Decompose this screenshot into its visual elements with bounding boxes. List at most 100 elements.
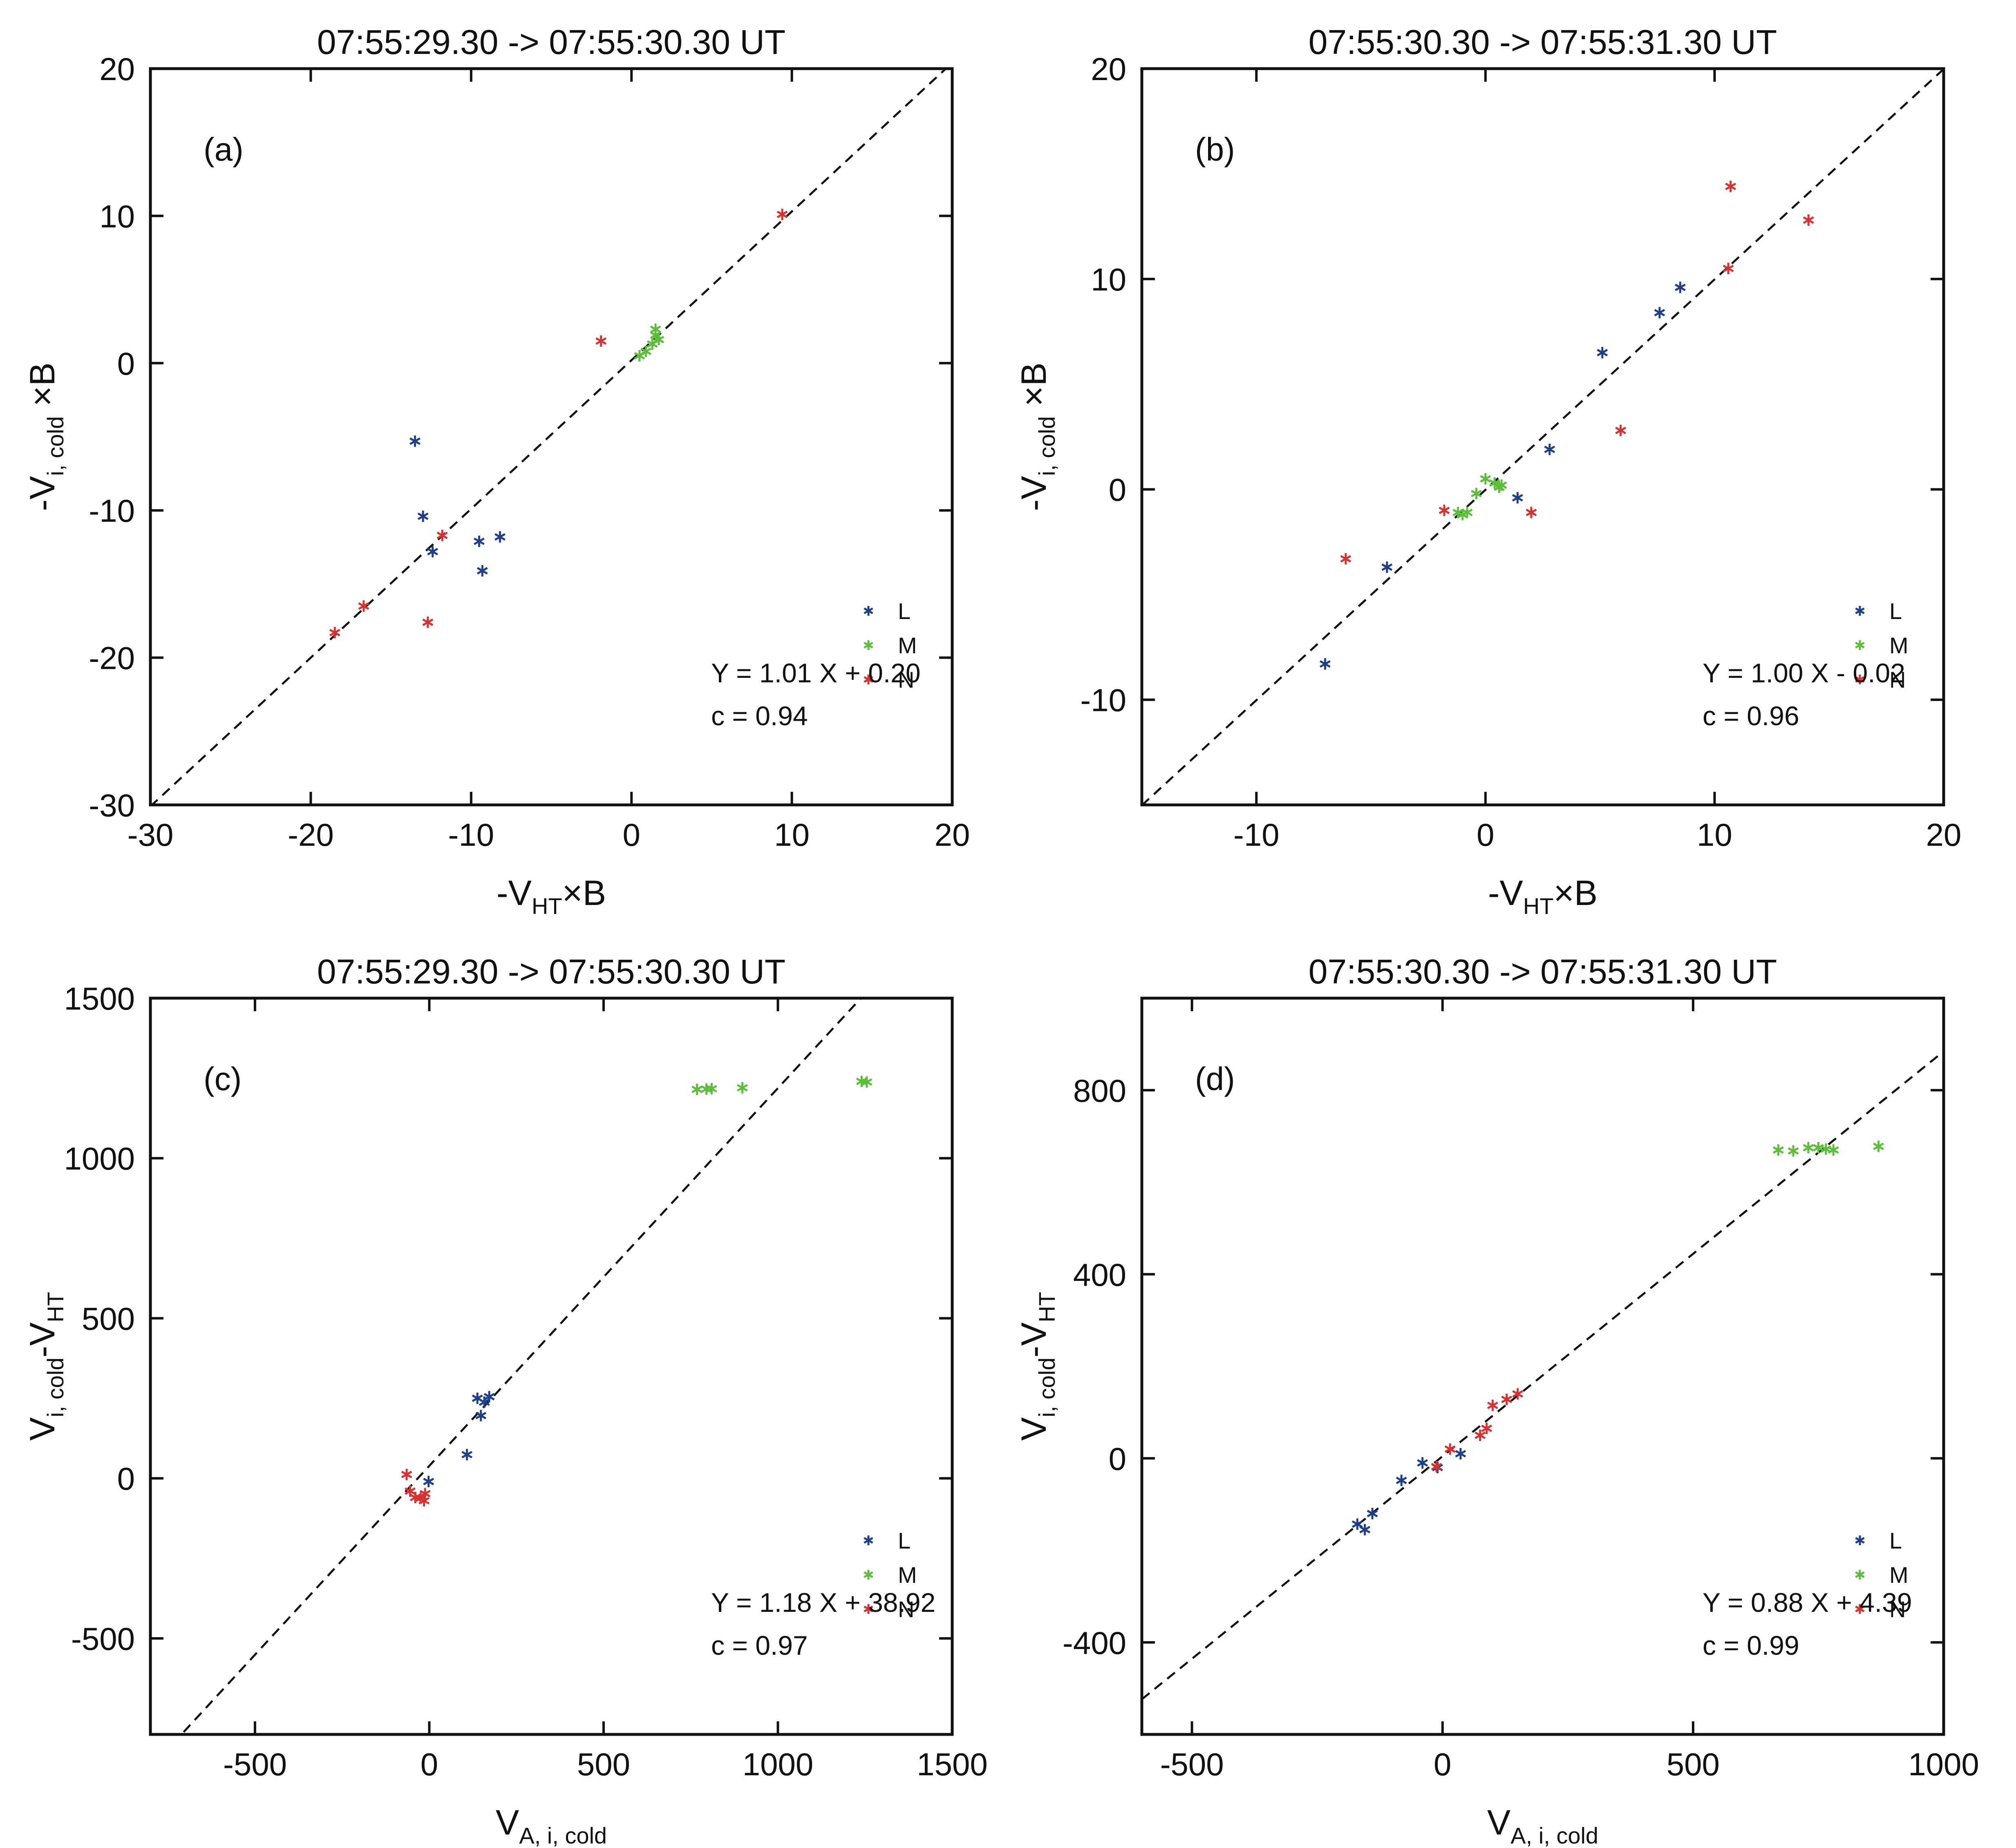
data-point-L [423, 1476, 434, 1488]
x-axis-label: VA, i, cold [496, 1803, 607, 1848]
panel-3: -500 0 500 1000 -400 0 400 800 07:55:30.30 -> 07… [1014, 952, 1979, 1848]
legend-marker-N [1855, 1604, 1865, 1614]
legend-marker-M [864, 640, 873, 650]
data-point-L [477, 565, 488, 577]
data-point-L [472, 1392, 483, 1404]
panel-label: (b) [1195, 131, 1235, 168]
y-tick-label: 400 [1073, 1257, 1126, 1293]
legend-label-M: M [898, 632, 917, 658]
x-axis-label: -VHT×B [1488, 874, 1598, 919]
x-tick-label: 10 [1697, 817, 1732, 853]
legend-label-M: M [1889, 1562, 1909, 1588]
x-tick-label: -10 [448, 817, 494, 853]
x-tick-label: -30 [128, 817, 174, 853]
data-point-N [358, 600, 369, 612]
fit-equation: Y = 1.18 X + 38.92 [711, 1587, 935, 1618]
x-tick-label: 0 [421, 1746, 438, 1782]
data-point-L [1320, 658, 1331, 670]
legend-label-N: N [1889, 667, 1906, 693]
legend-label-N: N [898, 667, 914, 693]
y-tick-label: -10 [89, 493, 135, 529]
legend-label-L: L [898, 598, 911, 624]
x-tick-label: -500 [223, 1746, 287, 1782]
x-tick-label: 0 [1477, 817, 1494, 853]
data-point-M [1873, 1140, 1884, 1152]
data-point-L [1417, 1457, 1428, 1469]
data-point-N [422, 617, 434, 628]
correlation-label: c = 0.96 [1703, 701, 1799, 731]
chart-title: 07:55:30.30 -> 07:55:31.30 UT [1309, 952, 1777, 991]
y-tick-label: -400 [1063, 1625, 1126, 1661]
legend-marker-N [864, 1604, 873, 1614]
data-point-L [475, 1410, 487, 1421]
panel-0: -30 -20 -10 0 10 20 -30 -20 -10 0 10 20 07:55:29.30 … [23, 23, 970, 919]
y-tick-label: -30 [89, 787, 135, 823]
x-axis-label: VA, i, cold [1487, 1803, 1598, 1848]
y-tick-label: 0 [117, 346, 135, 382]
y-tick-label: -10 [1080, 682, 1126, 718]
data-point-N [1487, 1399, 1498, 1411]
x-tick-label: 20 [1926, 817, 1962, 853]
data-point-M [653, 334, 665, 346]
data-point-M [861, 1076, 873, 1088]
data-point-N [1725, 181, 1736, 192]
data-point-M [1803, 1142, 1814, 1154]
data-point-L [1512, 492, 1523, 504]
legend-marker-M [1855, 640, 1865, 650]
panel-label: (d) [1195, 1061, 1235, 1097]
x-axis-label: -VHT×B [497, 874, 606, 919]
y-tick-label: 0 [1109, 1441, 1126, 1477]
data-point-N [776, 208, 788, 220]
data-point-M [1489, 477, 1500, 489]
data-point-M [737, 1082, 748, 1094]
fit-equation: Y = 0.88 X + 4.39 [1703, 1587, 1912, 1618]
x-tick-label: 0 [1434, 1746, 1451, 1782]
legend-label-M: M [1889, 632, 1909, 658]
legend-label-N: N [898, 1596, 914, 1622]
legend-marker-M [1855, 1570, 1865, 1580]
legend-marker-L [1855, 606, 1865, 616]
legend-label-M: M [898, 1562, 917, 1588]
x-tick-label: 500 [577, 1746, 630, 1782]
x-tick-label: 10 [774, 817, 810, 853]
data-point-M [691, 1084, 703, 1095]
legend-label-L: L [898, 1528, 911, 1553]
x-tick-label: -10 [1233, 817, 1280, 853]
data-point-M [1471, 488, 1482, 500]
y-tick-label: 500 [82, 1301, 135, 1336]
x-tick-label: 0 [623, 817, 640, 853]
chart-title: 07:55:29.30 -> 07:55:30.30 UT [317, 952, 786, 991]
x-tick-label: 500 [1667, 1746, 1720, 1782]
data-point-M [650, 323, 661, 335]
y-axis-label: Vi, cold-VHT [1014, 1292, 1060, 1441]
y-tick-label: 20 [99, 51, 135, 87]
legend-label-N: N [1889, 1596, 1906, 1622]
data-point-N [1431, 1461, 1442, 1473]
legend-marker-L [864, 606, 873, 616]
data-point-M [640, 345, 651, 357]
y-tick-label: -20 [89, 640, 135, 676]
data-point-L [473, 535, 485, 547]
data-point-L [1674, 282, 1686, 293]
legend-marker-N [864, 675, 873, 684]
plot-frame [149, 997, 954, 1736]
legend-marker-L [864, 1535, 873, 1545]
data-point-L [1654, 307, 1665, 319]
y-tick-label: 1000 [64, 1141, 135, 1177]
x-tick-label: 1000 [743, 1746, 814, 1782]
data-point-L [427, 546, 439, 558]
plot-frame [149, 67, 954, 807]
plot-frame [1140, 67, 1945, 807]
correlation-label: c = 0.94 [711, 701, 808, 731]
data-point-L [1396, 1475, 1407, 1486]
data-point-N [1526, 507, 1537, 518]
data-point-L [483, 1391, 495, 1403]
data-point-L [1544, 443, 1555, 455]
data-point-L [494, 531, 506, 543]
data-point-N [1444, 1443, 1456, 1455]
data-point-M [706, 1083, 717, 1095]
data-point-N [1803, 214, 1814, 226]
data-point-L [409, 435, 421, 447]
data-point-N [1481, 1423, 1492, 1435]
